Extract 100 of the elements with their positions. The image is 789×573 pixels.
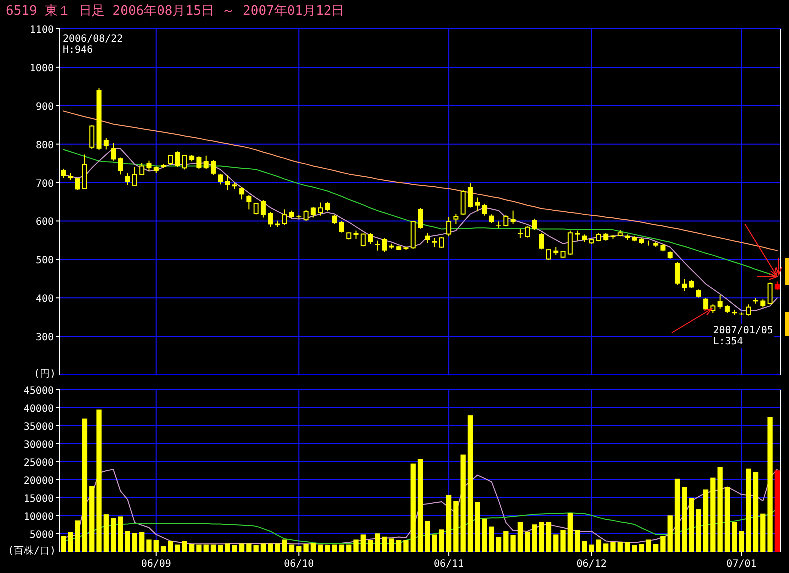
candlestick <box>768 282 773 306</box>
bar <box>739 531 744 552</box>
candlestick <box>525 226 530 238</box>
candlestick <box>111 142 116 162</box>
bar <box>375 534 380 552</box>
bar <box>660 536 666 552</box>
candlestick <box>146 160 152 172</box>
candlestick <box>532 218 538 231</box>
candlestick <box>682 278 688 292</box>
candlestick <box>118 157 124 176</box>
bar <box>332 544 338 552</box>
bar <box>96 410 102 552</box>
candlestick <box>104 138 109 150</box>
bar <box>760 514 766 552</box>
candlestick <box>368 233 374 245</box>
bar <box>175 544 180 552</box>
bar <box>75 520 80 552</box>
bar <box>289 544 295 552</box>
bar <box>589 544 594 552</box>
bar <box>254 545 259 552</box>
bar <box>339 544 345 552</box>
bar <box>454 501 459 552</box>
y-axis-title: (百株/口) <box>8 545 56 557</box>
candlestick <box>746 304 752 316</box>
bar <box>68 532 74 552</box>
candlestick <box>218 173 224 186</box>
bar <box>225 544 230 552</box>
bar <box>539 522 544 552</box>
bar <box>325 545 330 552</box>
bar <box>282 540 288 552</box>
bar <box>525 532 530 552</box>
candlestick <box>460 190 466 216</box>
bar <box>610 542 616 552</box>
candlestick <box>132 166 138 186</box>
candlestick <box>318 202 324 216</box>
bar <box>504 531 509 552</box>
bar <box>646 540 652 552</box>
candlestick <box>225 174 230 191</box>
bar <box>468 416 474 552</box>
bar <box>546 522 552 552</box>
bar <box>696 510 702 552</box>
candlestick <box>175 151 180 168</box>
y-tick-label: 600 <box>36 217 54 228</box>
bar <box>746 468 752 552</box>
bar <box>310 543 316 552</box>
bar <box>82 418 88 552</box>
y-tick-label: 10000 <box>24 512 54 523</box>
candlestick <box>418 208 423 230</box>
candlestick <box>282 209 288 226</box>
candlestick <box>325 202 330 212</box>
bar <box>368 540 374 552</box>
bar <box>268 544 274 552</box>
candlestick <box>568 230 573 256</box>
bar <box>189 544 195 552</box>
bar <box>389 538 395 552</box>
bar <box>432 534 438 552</box>
y-tick-label: 900 <box>36 102 54 113</box>
candlestick <box>510 210 516 224</box>
candlestick <box>575 230 580 242</box>
bar <box>639 544 644 552</box>
candlestick <box>646 240 652 246</box>
y-tick-label: 20000 <box>24 476 54 487</box>
y-tick-label: 30000 <box>24 440 54 451</box>
bar <box>61 536 66 552</box>
bar <box>304 544 309 552</box>
y-tick-label: 45000 <box>24 386 54 397</box>
bar <box>168 541 174 552</box>
bar <box>318 544 324 552</box>
bar <box>204 544 209 552</box>
candlestick <box>496 221 502 229</box>
bar <box>296 546 302 552</box>
bar <box>624 542 630 552</box>
bar <box>596 540 602 552</box>
bar <box>703 490 709 552</box>
bar <box>104 514 109 552</box>
y-tick-label: 15000 <box>24 494 54 505</box>
bar <box>724 487 730 552</box>
bar <box>582 541 588 552</box>
bar <box>774 470 780 552</box>
bar <box>140 532 145 552</box>
bar <box>232 545 238 552</box>
bar <box>753 472 759 552</box>
bar <box>354 540 359 552</box>
bar <box>718 467 723 552</box>
candlestick <box>210 160 216 176</box>
bar <box>710 478 716 552</box>
candlestick <box>446 216 452 238</box>
candlestick <box>704 298 709 311</box>
bar <box>475 502 480 552</box>
bar <box>154 540 159 552</box>
bar <box>439 530 444 552</box>
bar <box>496 537 502 552</box>
y-tick-label: 500 <box>36 256 54 267</box>
x-tick-label: 06/09 <box>141 559 172 570</box>
bar <box>418 459 424 552</box>
line-series <box>63 149 778 278</box>
y-tick-label: 800 <box>36 140 54 152</box>
bar <box>246 544 252 552</box>
y-tick-label: 5000 <box>30 530 54 541</box>
bar <box>554 534 559 552</box>
